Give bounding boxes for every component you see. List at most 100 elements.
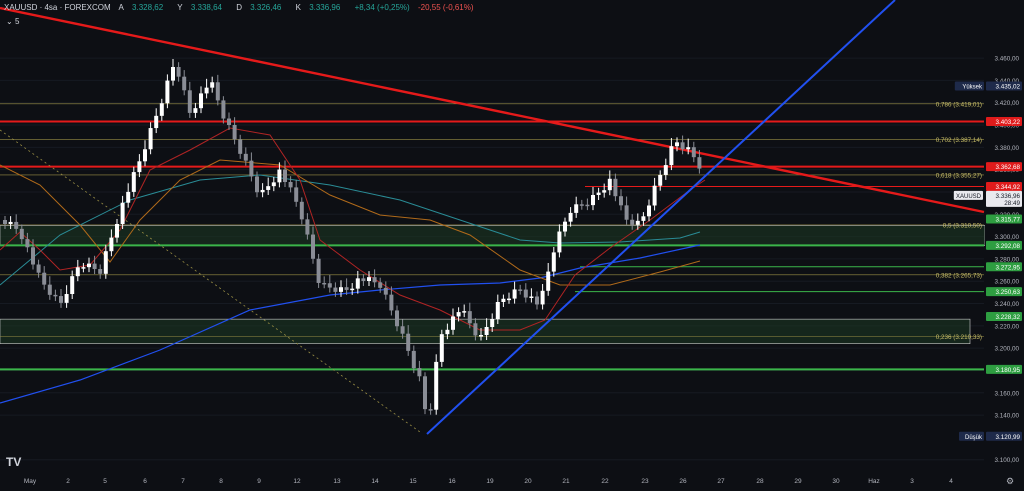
fib-label: 0,618 (3.355,27)	[936, 172, 982, 179]
price-tick: 3.420,00	[994, 100, 1019, 107]
candle-body	[333, 287, 338, 292]
time-tick: 7	[181, 478, 185, 485]
candle-body	[495, 302, 500, 319]
price-label	[986, 214, 1022, 224]
settings-gear-icon[interactable]: ⚙	[1006, 476, 1015, 486]
candle-body	[305, 219, 310, 235]
candle-body	[378, 282, 383, 288]
close-value: 3.336,96	[309, 3, 341, 12]
price-label-text: 3.336,96	[995, 193, 1020, 200]
candle-body	[288, 182, 293, 188]
candle-body	[53, 294, 58, 297]
time-tick: Haz	[868, 478, 880, 485]
candle-body	[445, 329, 450, 335]
candle-body	[367, 277, 371, 281]
open-value: 3.328,62	[132, 3, 164, 12]
candle-body	[159, 103, 164, 116]
candle-body	[624, 205, 629, 220]
demand-zone	[0, 225, 986, 246]
candle-body	[490, 319, 495, 327]
change2-value: -20,55 (-0,61%)	[417, 3, 474, 12]
candle-body	[585, 204, 590, 207]
candle-body	[154, 115, 159, 129]
candle-body	[395, 310, 399, 327]
candle-body	[658, 174, 663, 186]
candle-body	[523, 289, 528, 298]
candle-body	[383, 287, 388, 295]
candle-body	[473, 323, 478, 336]
candle-body	[98, 269, 103, 274]
time-tick: 27	[717, 478, 725, 485]
candle-body	[602, 190, 607, 193]
candle-body	[283, 169, 287, 182]
time-tick: 12	[293, 478, 301, 485]
price-label-text: 3.292,08	[995, 243, 1020, 250]
symbol-header: XAUUSD · 4sa · FOREXCOM A 3.328,62 Y 3.3…	[4, 3, 474, 12]
candle-body	[613, 178, 618, 197]
candle-body	[176, 67, 181, 77]
candle-body	[243, 153, 248, 161]
moving-average-line	[0, 159, 701, 286]
timeframe-toggle[interactable]: ⌄ 5	[6, 17, 20, 26]
price-label-text: 3.362,68	[995, 164, 1020, 171]
time-tick: 9	[257, 478, 261, 485]
candle-body	[652, 185, 657, 206]
candle-body	[204, 87, 209, 94]
ascending-trendline	[426, 0, 896, 435]
candle-body	[215, 82, 220, 101]
candle-body	[131, 172, 136, 192]
candle-body	[350, 288, 355, 291]
tradingview-logo-icon: TV	[6, 455, 22, 469]
candle-body	[535, 296, 539, 305]
candle-body	[87, 263, 91, 268]
price-tick: 3.220,00	[994, 323, 1019, 330]
time-tick: 23	[641, 478, 649, 485]
candle-body	[238, 139, 243, 154]
change-value: +8,34 (+0,25%)	[354, 3, 410, 12]
candle-body	[372, 277, 377, 283]
candle-body	[187, 90, 192, 113]
price-label-text: 3.403,22	[995, 119, 1020, 126]
price-label	[986, 287, 1022, 297]
price-label-prefix: XAUUSD	[956, 194, 982, 200]
candle-body	[540, 290, 545, 305]
candle-body	[389, 294, 394, 311]
candle-body	[557, 231, 562, 253]
candle-body	[260, 189, 265, 193]
candle-body	[434, 361, 439, 410]
symbol-name[interactable]: XAUUSD · 4sa · FOREXCOM	[4, 3, 111, 12]
price-label	[986, 262, 1022, 272]
price-label-sub: 28:49	[1004, 200, 1020, 207]
candle-body	[400, 326, 405, 334]
price-tick: 3.240,00	[994, 301, 1019, 308]
price-label	[986, 116, 1022, 126]
candle-body	[417, 368, 422, 377]
price-tick: 3.280,00	[994, 256, 1019, 263]
candle-body	[322, 282, 327, 285]
candle-body	[47, 284, 52, 295]
candle-body	[271, 182, 276, 187]
candle-body	[686, 147, 691, 150]
candle-body	[641, 216, 646, 221]
candle-body	[182, 76, 187, 91]
price-tick: 3.160,00	[994, 390, 1019, 397]
candle-body	[126, 191, 131, 203]
price-label	[986, 190, 1022, 207]
candle-body	[294, 187, 299, 202]
candle-body	[607, 178, 612, 191]
time-tick: 19	[486, 478, 494, 485]
candle-body	[3, 220, 7, 224]
candle-body	[579, 204, 584, 206]
candle-body	[462, 311, 467, 313]
candle-body	[249, 160, 254, 177]
candle-body	[70, 276, 75, 295]
candle-body	[255, 176, 259, 193]
fib-label: 0,382 (3.265,73)	[936, 272, 982, 279]
candle-body	[406, 333, 411, 351]
moving-average-line	[0, 127, 706, 331]
candle-body	[92, 263, 97, 270]
candle-body	[25, 239, 30, 248]
time-tick: 4	[949, 478, 953, 485]
high-value: 3.338,64	[190, 3, 222, 12]
